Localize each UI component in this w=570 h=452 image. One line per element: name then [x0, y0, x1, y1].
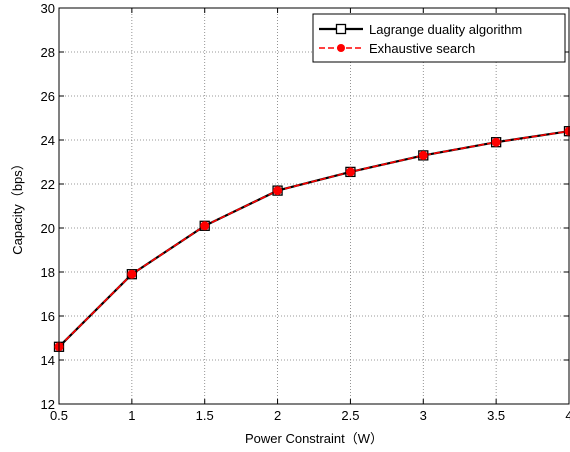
y-tick-label: 16	[41, 309, 55, 324]
x-axis-label: Power Constraint（W）	[245, 431, 383, 446]
data-point-circle	[273, 186, 283, 196]
y-tick-label: 20	[41, 221, 55, 236]
x-tick-label: 3.5	[487, 408, 505, 423]
legend-label: Exhaustive search	[369, 41, 475, 56]
data-point-circle	[127, 269, 137, 279]
legend-label: Lagrange duality algorithm	[369, 22, 522, 37]
legend-marker-square	[335, 23, 347, 35]
y-tick-label: 18	[41, 265, 55, 280]
x-tick-label: 1.5	[196, 408, 214, 423]
y-tick-label: 24	[41, 133, 55, 148]
legend-box	[312, 13, 566, 63]
data-point-circle	[418, 150, 428, 160]
y-tick-label: 22	[41, 177, 55, 192]
legend: Lagrange duality algorithm Exhaustive sea…	[312, 13, 566, 63]
data-point-circle	[200, 221, 210, 231]
data-point-circle	[491, 137, 501, 147]
y-axis-label: Capacity（bps）	[10, 157, 25, 255]
x-tick-label: 1	[128, 408, 135, 423]
y-tick-label: 14	[41, 353, 55, 368]
x-tick-label: 4	[565, 408, 570, 423]
series-line	[58, 130, 570, 348]
x-tick-label: 2.5	[341, 408, 359, 423]
axis-ticks: 0.5 1 1.5 2 2.5 3 3.5 4 12 14 16 18 20 22 24 26 28 30	[41, 1, 570, 423]
data-point-circle	[345, 167, 355, 177]
x-tick-label: 2	[274, 408, 281, 423]
x-tick-label: 0.5	[50, 408, 68, 423]
y-tick-label: 30	[41, 1, 55, 16]
x-tick-label: 3	[420, 408, 427, 423]
y-tick-label: 12	[41, 397, 55, 412]
y-tick-label: 26	[41, 89, 55, 104]
series-group	[53, 126, 570, 352]
y-tick-label: 28	[41, 45, 55, 60]
plot-frame	[58, 7, 570, 405]
legend-marker-circle	[337, 44, 345, 52]
plot-area	[59, 8, 569, 404]
